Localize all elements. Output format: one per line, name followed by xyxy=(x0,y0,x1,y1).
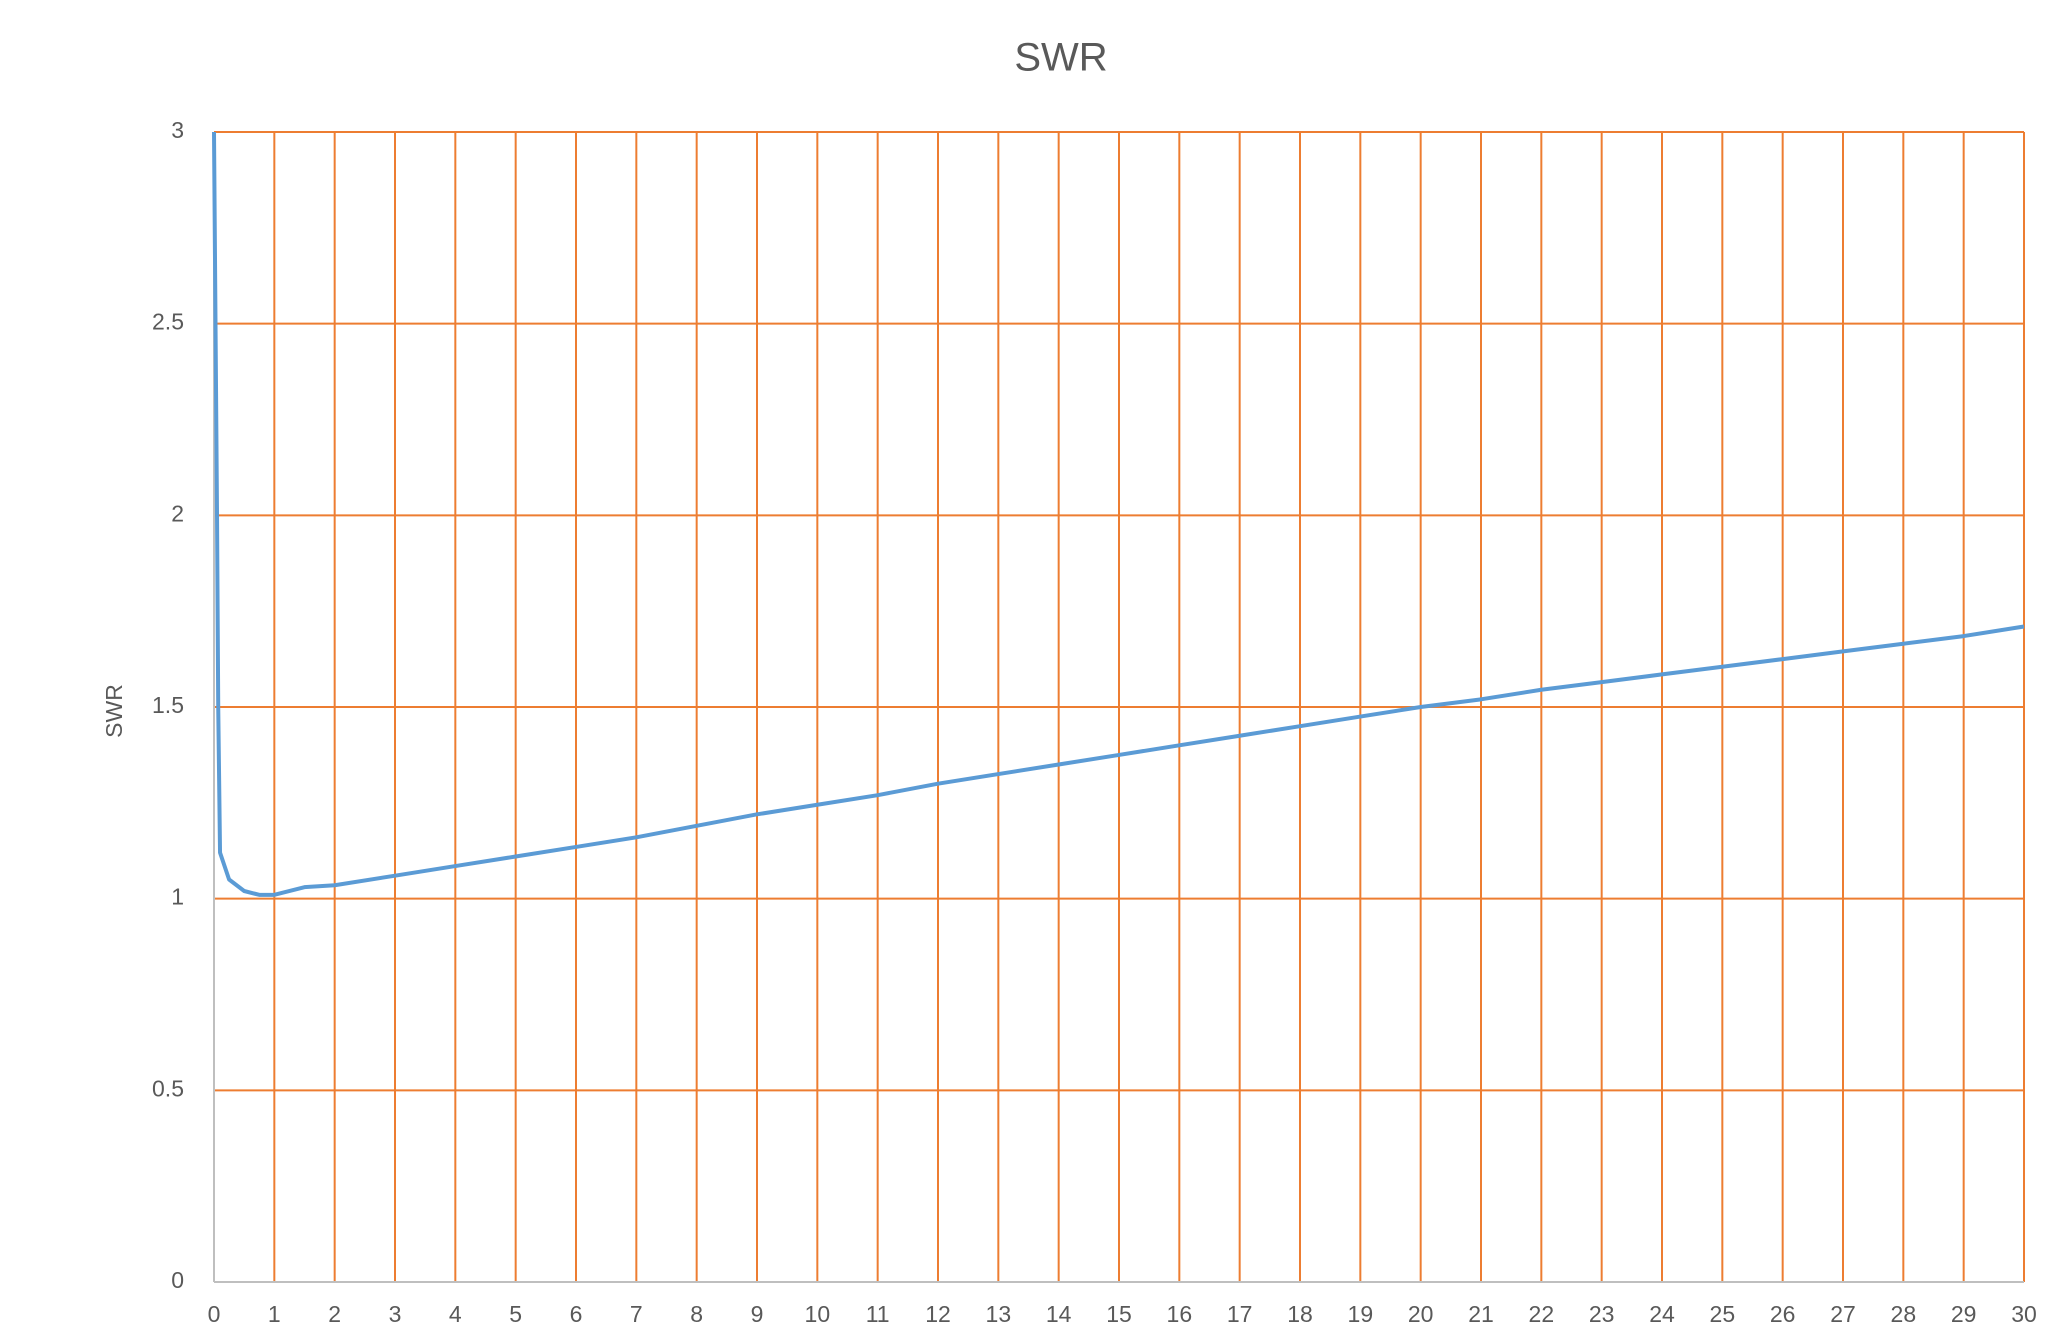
x-tick-label: 6 xyxy=(570,1301,583,1322)
y-tick-label: 3 xyxy=(171,117,184,143)
x-tick-label: 2 xyxy=(328,1301,341,1322)
x-tick-label: 0 xyxy=(208,1301,221,1322)
x-tick-label: 26 xyxy=(1770,1301,1796,1322)
y-axis-label: SWR xyxy=(101,684,127,738)
x-tick-label: 20 xyxy=(1408,1301,1434,1322)
x-tick-label: 12 xyxy=(925,1301,951,1322)
x-tick-label: 24 xyxy=(1649,1301,1675,1322)
x-tick-label: 8 xyxy=(690,1301,703,1322)
x-tick-label: 1 xyxy=(268,1301,281,1322)
y-tick-label: 0 xyxy=(171,1267,184,1293)
x-tick-label: 27 xyxy=(1830,1301,1856,1322)
x-tick-label: 3 xyxy=(389,1301,402,1322)
x-tick-label: 22 xyxy=(1529,1301,1555,1322)
line-series xyxy=(212,131,2025,897)
x-tick-label: 9 xyxy=(751,1301,764,1322)
x-tick-label: 29 xyxy=(1951,1301,1977,1322)
y-tick-label: 2 xyxy=(171,500,184,526)
x-tick-label: 16 xyxy=(1167,1301,1193,1322)
x-tick-label: 13 xyxy=(986,1301,1012,1322)
x-tick-label: 23 xyxy=(1589,1301,1615,1322)
y-tick-label: 1.5 xyxy=(152,692,184,718)
x-tick-label: 19 xyxy=(1348,1301,1374,1322)
x-tick-label: 21 xyxy=(1468,1301,1494,1322)
chart-title: SWR xyxy=(1014,36,1107,80)
x-tick-label: 4 xyxy=(449,1301,462,1322)
x-tick-label: 17 xyxy=(1227,1301,1253,1322)
y-tick-label: 1 xyxy=(171,884,184,910)
x-tick-label: 18 xyxy=(1287,1301,1313,1322)
x-tick-label: 25 xyxy=(1710,1301,1736,1322)
x-tick-label: 14 xyxy=(1046,1301,1072,1322)
x-tick-label: 11 xyxy=(866,1301,890,1322)
y-tick-label: 0.5 xyxy=(152,1075,184,1101)
x-tick-label: 30 xyxy=(2011,1301,2037,1322)
x-tick-label: 7 xyxy=(630,1301,643,1322)
x-tick-label: 5 xyxy=(509,1301,522,1322)
x-tick-label: 10 xyxy=(805,1301,831,1322)
x-tick-label: 15 xyxy=(1106,1301,1132,1322)
x-tick-label: 28 xyxy=(1891,1301,1917,1322)
y-tick-label: 2.5 xyxy=(152,309,184,335)
